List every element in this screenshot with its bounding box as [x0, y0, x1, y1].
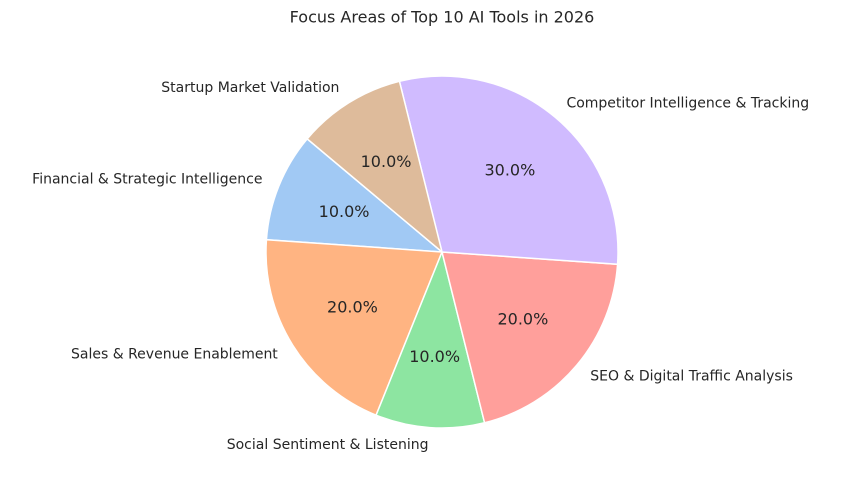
- value-label: 10.0%: [361, 152, 412, 171]
- value-label: 10.0%: [409, 347, 460, 366]
- category-label: Social Sentiment & Listening: [227, 437, 429, 453]
- chart-title: Focus Areas of Top 10 AI Tools in 2026: [290, 8, 595, 27]
- pie-slice: [265, 238, 444, 417]
- category-label: Financial & Strategic Intelligence: [32, 171, 262, 187]
- value-label: 20.0%: [497, 309, 548, 328]
- category-label: SEO & Digital Traffic Analysis: [590, 368, 793, 384]
- category-label: Sales & Revenue Enablement: [71, 347, 278, 363]
- pie-slice: [375, 249, 486, 429]
- value-label: 10.0%: [319, 202, 370, 221]
- category-label: Competitor Intelligence & Tracking: [566, 96, 809, 112]
- pie-slice: [265, 137, 445, 253]
- value-label: 30.0%: [484, 161, 535, 180]
- category-label: Startup Market Validation: [161, 80, 339, 96]
- pie-slice: [398, 75, 619, 266]
- pie-slice: [441, 251, 619, 424]
- pie-slice: [306, 80, 444, 255]
- value-label: 20.0%: [327, 297, 378, 316]
